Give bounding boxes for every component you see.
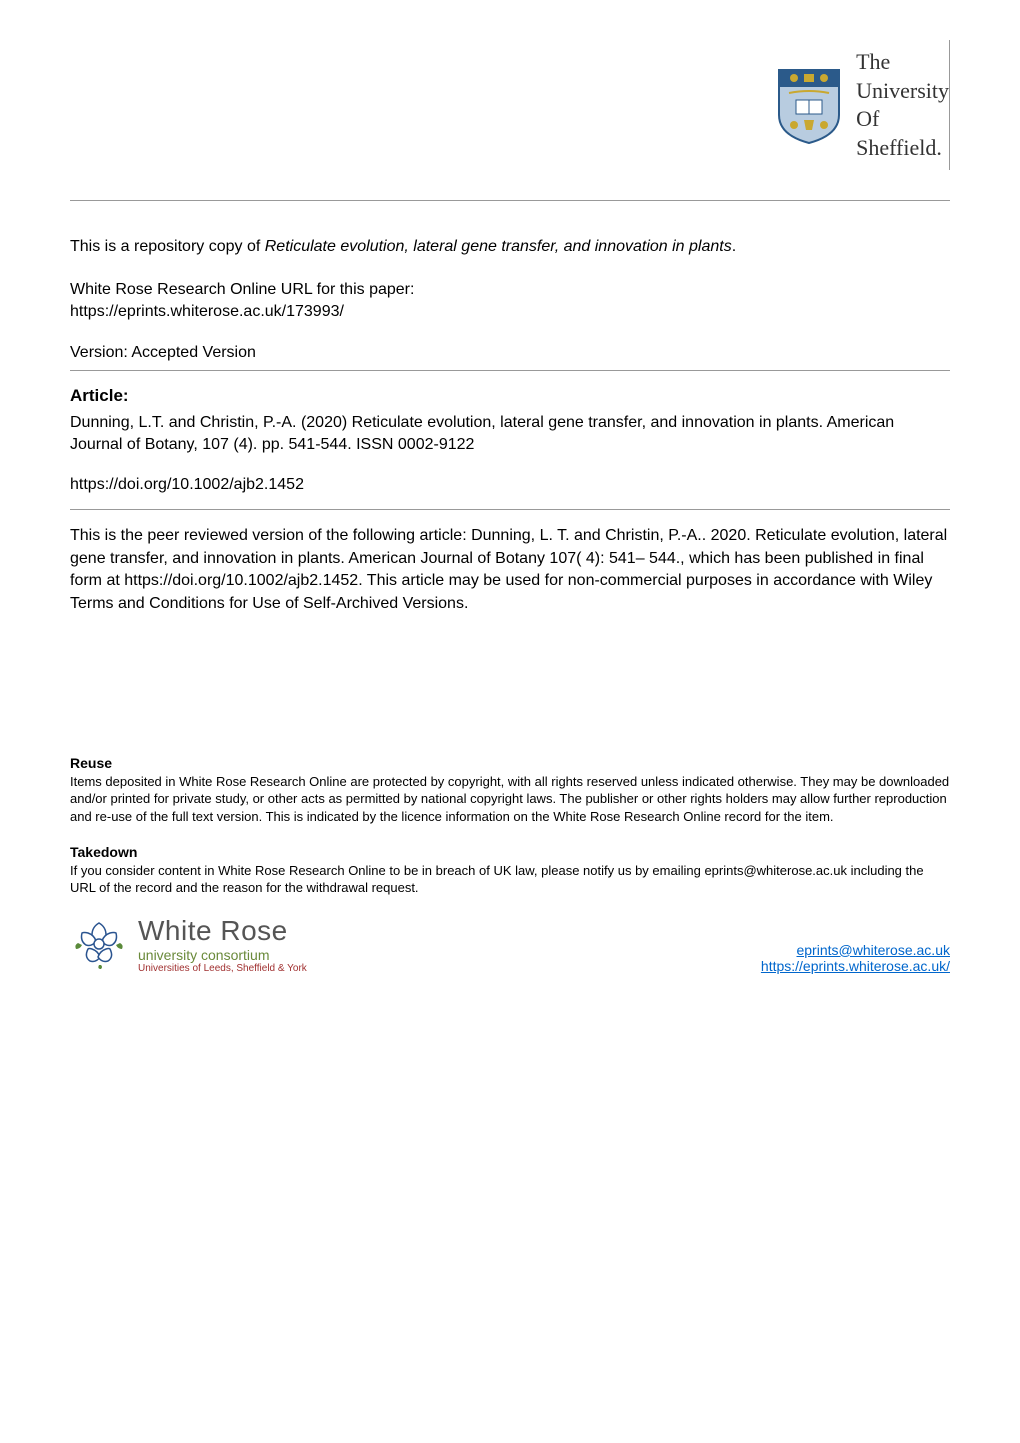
university-logo: The University Of Sheffield.: [774, 40, 949, 170]
uni-line-1: The: [856, 48, 949, 77]
article-citation: Dunning, L.T. and Christin, P.-A. (2020)…: [70, 412, 950, 457]
uni-line-3: Of: [856, 105, 949, 134]
footer-links: eprints@whiterose.ac.uk https://eprints.…: [761, 942, 950, 974]
intro-suffix: .: [732, 238, 736, 255]
white-rose-icon: [70, 915, 128, 973]
consortium-logo: White Rose university consortium Univers…: [70, 915, 307, 974]
repository-url: https://eprints.whiterose.ac.uk/173993/: [70, 301, 950, 323]
description-text: This is the peer reviewed version of the…: [70, 525, 950, 615]
page-footer: White Rose university consortium Univers…: [70, 915, 950, 974]
header-logo-section: The University Of Sheffield.: [70, 40, 950, 170]
consortium-subtitle: university consortium: [138, 947, 307, 963]
reuse-text: Items deposited in White Rose Research O…: [70, 773, 950, 826]
footer-website-link[interactable]: https://eprints.whiterose.ac.uk/: [761, 958, 950, 974]
intro-paragraph: This is a repository copy of Reticulate …: [70, 236, 950, 258]
divider-2: [70, 509, 950, 510]
divider-1: [70, 370, 950, 371]
consortium-name: White Rose: [138, 915, 307, 947]
url-label: White Rose Research Online URL for this …: [70, 279, 950, 301]
uni-line-4: Sheffield.: [856, 134, 949, 163]
article-heading: Article:: [70, 386, 950, 406]
reuse-section: Reuse Items deposited in White Rose Rese…: [70, 755, 950, 897]
paper-title: Reticulate evolution, lateral gene trans…: [265, 238, 732, 255]
university-name: The University Of Sheffield.: [856, 48, 949, 162]
reuse-heading: Reuse: [70, 755, 950, 771]
url-section: White Rose Research Online URL for this …: [70, 279, 950, 324]
takedown-text: If you consider content in White Rose Re…: [70, 862, 950, 897]
footer-email-link[interactable]: eprints@whiterose.ac.uk: [796, 942, 950, 958]
article-section: Article: Dunning, L.T. and Christin, P.-…: [70, 386, 950, 495]
header-divider: [70, 200, 950, 201]
intro-prefix: This is a repository copy of: [70, 238, 265, 255]
takedown-heading: Takedown: [70, 844, 950, 860]
uni-line-2: University: [856, 77, 949, 106]
article-doi: https://doi.org/10.1002/ajb2.1452: [70, 476, 950, 494]
sheffield-shield-icon: [774, 65, 844, 145]
repository-page: The University Of Sheffield. This is a r…: [0, 0, 1020, 1443]
version-label: Version: Accepted Version: [70, 344, 950, 362]
consortium-universities: Universities of Leeds, Sheffield & York: [138, 963, 307, 974]
consortium-text: White Rose university consortium Univers…: [138, 915, 307, 974]
